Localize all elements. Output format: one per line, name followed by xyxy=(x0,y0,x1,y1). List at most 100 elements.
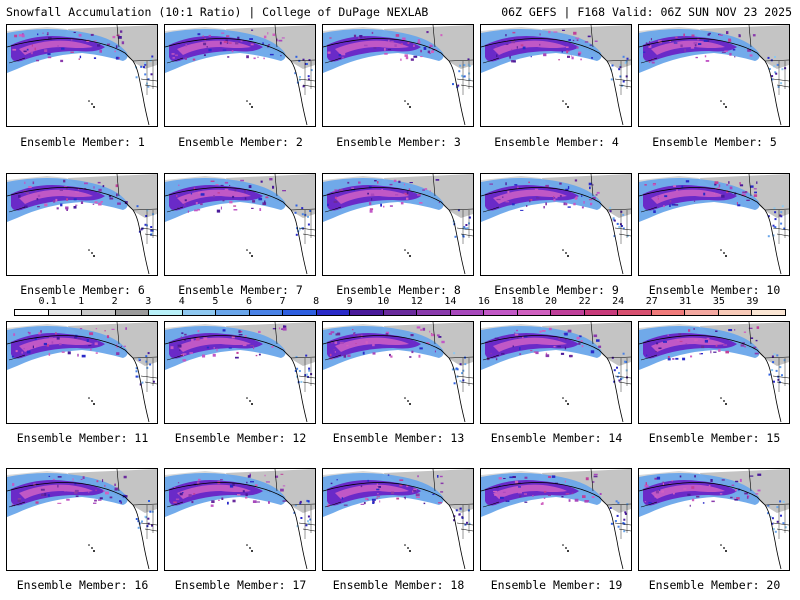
snow-speckle xyxy=(424,188,428,190)
snow-speckle xyxy=(218,499,220,501)
snow-speckle xyxy=(222,329,226,332)
ensemble-panel[interactable] xyxy=(322,468,474,571)
snow-speckle xyxy=(569,354,572,358)
snow-speckle xyxy=(579,335,582,338)
coastline xyxy=(481,335,624,423)
snow-speckle xyxy=(772,528,775,531)
snow-speckle xyxy=(400,201,404,205)
hawaii-island xyxy=(565,400,567,402)
snow-speckle xyxy=(463,64,466,67)
snow-speckle xyxy=(710,479,713,482)
snow-speckle xyxy=(453,382,456,385)
snowfall-map xyxy=(639,25,789,126)
panel-label: Ensemble Member: 4 xyxy=(494,135,619,149)
snow-speckle xyxy=(417,39,420,41)
snow-speckle xyxy=(495,486,499,489)
ensemble-panel[interactable] xyxy=(480,321,632,424)
snow-speckle xyxy=(754,352,759,355)
snow-speckle xyxy=(438,336,442,338)
snow-speckle xyxy=(244,197,247,200)
snow-speckle xyxy=(114,50,116,53)
snow-speckle xyxy=(97,499,102,501)
snow-speckle xyxy=(624,61,627,64)
ensemble-panel[interactable] xyxy=(638,321,790,424)
ensemble-panel[interactable] xyxy=(480,173,632,276)
snow-speckle xyxy=(239,330,243,333)
snow-speckle xyxy=(55,198,58,202)
ensemble-panel[interactable] xyxy=(480,468,632,571)
snow-speckle xyxy=(63,179,66,183)
snow-speckle xyxy=(580,340,583,342)
snow-speckle xyxy=(772,234,775,237)
snow-speckle xyxy=(573,31,577,35)
snow-speckle xyxy=(220,479,223,481)
ensemble-panel[interactable] xyxy=(480,24,632,127)
ensemble-panel[interactable] xyxy=(322,24,474,127)
snow-speckle xyxy=(558,59,560,61)
snow-speckle xyxy=(578,51,582,54)
snow-speckle xyxy=(278,39,283,42)
snow-speckle xyxy=(553,196,555,198)
snow-speckle xyxy=(260,180,263,183)
snow-speckle xyxy=(513,39,516,41)
border-line xyxy=(116,174,120,197)
snow-speckle xyxy=(258,197,263,201)
ensemble-panel[interactable] xyxy=(6,321,158,424)
snow-speckle xyxy=(524,501,528,503)
snow-speckle xyxy=(233,205,237,207)
snow-speckle xyxy=(294,370,297,372)
snow-speckle xyxy=(689,504,691,507)
snow-speckle xyxy=(263,57,265,60)
snow-speckle xyxy=(264,474,266,477)
snow-speckle xyxy=(67,351,71,355)
ensemble-panel[interactable] xyxy=(638,24,790,127)
ensemble-panel[interactable] xyxy=(322,321,474,424)
ensemble-panel[interactable] xyxy=(164,173,316,276)
ensemble-panel[interactable] xyxy=(6,173,158,276)
snow-speckle xyxy=(197,208,201,211)
snow-speckle xyxy=(21,33,24,36)
snow-speckle xyxy=(453,352,456,355)
snow-speckle xyxy=(272,185,275,189)
ensemble-panel[interactable] xyxy=(638,468,790,571)
snow-speckle xyxy=(298,228,301,231)
coastline xyxy=(482,501,500,508)
snowfall-map xyxy=(165,174,315,275)
ensemble-panel[interactable] xyxy=(6,24,158,127)
snow-speckle xyxy=(500,496,504,499)
snow-speckle xyxy=(295,204,298,207)
panel-label: Ensemble Member: 1 xyxy=(20,135,145,149)
ensemble-panel[interactable] xyxy=(6,468,158,571)
ensemble-panel[interactable] xyxy=(164,468,316,571)
hawaii-island xyxy=(251,403,253,405)
snow-band-magenta xyxy=(19,189,93,204)
snow-speckle xyxy=(118,36,122,39)
snow-speckle xyxy=(543,490,547,493)
colorbar-segment xyxy=(182,310,217,315)
snow-speckle xyxy=(74,482,77,485)
snow-speckle xyxy=(330,358,333,360)
snow-speckle xyxy=(43,342,47,346)
snow-speckle xyxy=(82,476,85,479)
ensemble-panel[interactable] xyxy=(322,173,474,276)
snow-speckle xyxy=(435,179,440,181)
colorbar-segment xyxy=(115,310,150,315)
ensemble-panel[interactable] xyxy=(164,321,316,424)
hawaii-island xyxy=(720,249,722,251)
hawaii-island xyxy=(246,249,248,251)
snow-speckle xyxy=(280,473,284,475)
snow-speckle xyxy=(221,497,224,500)
snow-speckle xyxy=(78,58,80,60)
snow-speckle xyxy=(522,336,524,339)
coastline xyxy=(8,57,26,64)
snow-speckle xyxy=(150,232,153,235)
snow-speckle xyxy=(213,195,215,198)
ensemble-panel[interactable] xyxy=(638,173,790,276)
ensemble-panel[interactable] xyxy=(164,24,316,127)
coastline xyxy=(8,354,26,361)
snow-speckle xyxy=(772,224,775,227)
snow-speckle xyxy=(399,479,404,481)
snow-speckle xyxy=(707,33,710,36)
snow-speckle xyxy=(466,521,468,524)
snow-speckle xyxy=(659,489,661,491)
